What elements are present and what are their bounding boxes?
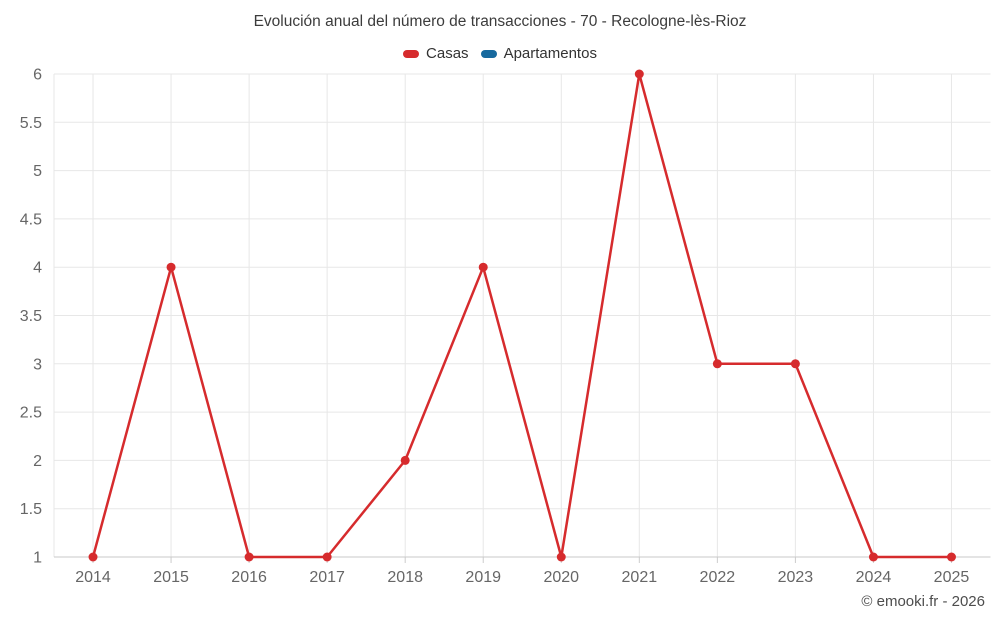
y-axis-label: 3 <box>33 356 42 373</box>
data-point-casas <box>166 262 176 272</box>
y-axis-label: 2 <box>33 453 42 470</box>
y-axis-label: 2.5 <box>20 405 42 422</box>
data-point-casas <box>322 552 332 562</box>
y-axis-label: 6 <box>33 67 42 84</box>
y-axis-label: 3.5 <box>20 308 42 325</box>
data-point-casas <box>712 359 722 369</box>
legend-marker-icon <box>403 49 420 58</box>
copyright: © emooki.fr - 2026 <box>861 593 985 610</box>
y-axis-label: 1 <box>33 550 42 567</box>
series-line-casas <box>91 72 953 559</box>
legend-item-apartamentos[interactable]: Apartamentos <box>480 45 597 62</box>
legend-label: Casas <box>426 45 469 62</box>
data-point-casas <box>400 455 410 465</box>
data-point-casas <box>790 359 800 369</box>
x-axis-label: 2022 <box>700 569 736 586</box>
data-point-casas <box>946 552 956 562</box>
x-axis-label: 2025 <box>934 569 970 586</box>
y-axis-label: 5 <box>33 163 42 180</box>
x-axis-label: 2020 <box>543 569 579 586</box>
y-axis-label: 1.5 <box>20 501 42 518</box>
x-axis-label: 2018 <box>387 569 423 586</box>
x-axis-label: 2016 <box>231 569 267 586</box>
legend-label: Apartamentos <box>503 45 597 62</box>
y-axis-label: 5.5 <box>20 115 42 132</box>
y-axis-label: 4 <box>33 260 42 277</box>
legend: Casas Apartamentos <box>0 45 1000 62</box>
data-point-casas <box>868 552 878 562</box>
data-point-casas <box>634 69 644 79</box>
data-point-casas <box>88 552 98 562</box>
x-axis-label: 2024 <box>856 569 892 586</box>
x-axis-label: 2019 <box>465 569 501 586</box>
legend-marker-icon <box>480 49 497 58</box>
data-point-casas <box>244 552 254 562</box>
y-axis-label: 4.5 <box>20 211 42 228</box>
x-axis-label: 2017 <box>309 569 345 586</box>
chart-title: Evolución anual del número de transaccio… <box>253 13 747 30</box>
legend-item-casas[interactable]: Casas <box>403 45 469 62</box>
x-axis-label: 2014 <box>75 569 111 586</box>
data-point-casas <box>556 552 566 562</box>
x-axis-label: 2023 <box>778 569 814 586</box>
x-axis-label: 2021 <box>622 569 658 586</box>
x-axis-label: 2015 <box>153 569 189 586</box>
data-point-casas <box>478 262 488 272</box>
